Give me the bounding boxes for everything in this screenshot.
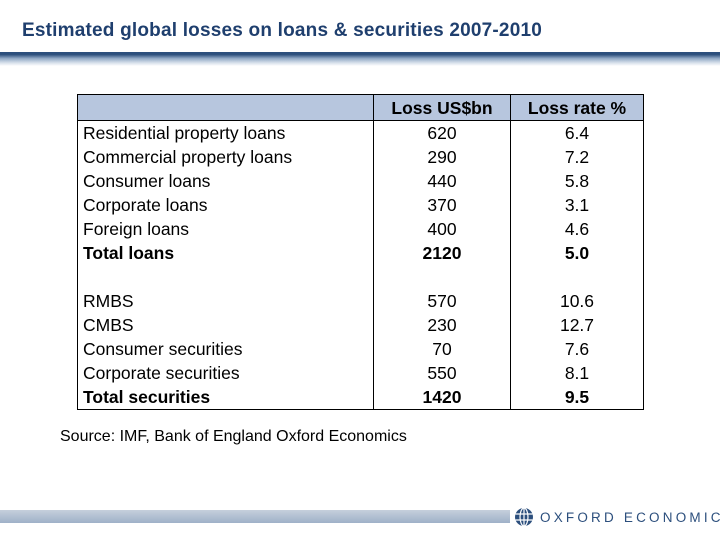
oxford-economics-logo: OXFORD ECONOMICS <box>514 506 720 528</box>
row-rate: 4.6 <box>510 217 644 241</box>
total-label: Total loans <box>77 241 374 265</box>
table-row: CMBS 230 12.7 <box>77 313 644 337</box>
row-loss: 440 <box>373 169 511 193</box>
row-rate: 5.8 <box>510 169 644 193</box>
globe-icon <box>515 507 533 527</box>
header-rate: Loss rate % <box>510 94 644 121</box>
row-rate: 8.1 <box>510 361 644 385</box>
row-label: Residential property loans <box>77 120 374 145</box>
row-label: Corporate securities <box>77 361 374 385</box>
row-loss: 290 <box>373 145 511 169</box>
row-loss: 620 <box>373 120 511 145</box>
spacer-row <box>77 265 644 289</box>
row-loss: 230 <box>373 313 511 337</box>
row-loss: 400 <box>373 217 511 241</box>
row-loss: 550 <box>373 361 511 385</box>
total-loss: 1420 <box>373 385 511 410</box>
title-divider <box>0 52 720 66</box>
table-row: Consumer loans 440 5.8 <box>77 169 644 193</box>
row-rate: 7.6 <box>510 337 644 361</box>
total-rate: 5.0 <box>510 241 644 265</box>
row-rate: 3.1 <box>510 193 644 217</box>
slide-title: Estimated global losses on loans & secur… <box>22 20 542 41</box>
row-label: Consumer loans <box>77 169 374 193</box>
row-label: Corporate loans <box>77 193 374 217</box>
table-row: Consumer securities 70 7.6 <box>77 337 644 361</box>
total-label: Total securities <box>77 385 374 410</box>
header-loss: Loss US$bn <box>373 94 511 121</box>
row-loss: 70 <box>373 337 511 361</box>
row-label: Commercial property loans <box>77 145 374 169</box>
table-row: Residential property loans 620 6.4 <box>77 120 644 145</box>
footer-bar <box>0 510 510 523</box>
total-loss: 2120 <box>373 241 511 265</box>
table-row: Commercial property loans 290 7.2 <box>77 145 644 169</box>
losses-table: Loss US$bn Loss rate % Residential prope… <box>77 94 644 410</box>
row-rate: 10.6 <box>510 289 644 313</box>
table-header-row: Loss US$bn Loss rate % <box>77 94 644 121</box>
source-note: Source: IMF, Bank of England Oxford Econ… <box>60 428 407 445</box>
row-rate: 7.2 <box>510 145 644 169</box>
total-rate: 9.5 <box>510 385 644 410</box>
header-blank-cell <box>77 94 374 121</box>
row-loss: 570 <box>373 289 511 313</box>
row-label: Foreign loans <box>77 217 374 241</box>
table-row: Corporate loans 370 3.1 <box>77 193 644 217</box>
row-rate: 6.4 <box>510 120 644 145</box>
logo-text: OXFORD ECONOMICS <box>540 509 720 525</box>
total-securities-row: Total securities 1420 9.5 <box>77 385 644 410</box>
table-row: Corporate securities 550 8.1 <box>77 361 644 385</box>
table-row: RMBS 570 10.6 <box>77 289 644 313</box>
row-label: CMBS <box>77 313 374 337</box>
table-row: Foreign loans 400 4.6 <box>77 217 644 241</box>
row-rate: 12.7 <box>510 313 644 337</box>
total-loans-row: Total loans 2120 5.0 <box>77 241 644 265</box>
row-label: RMBS <box>77 289 374 313</box>
row-label: Consumer securities <box>77 337 374 361</box>
row-loss: 370 <box>373 193 511 217</box>
